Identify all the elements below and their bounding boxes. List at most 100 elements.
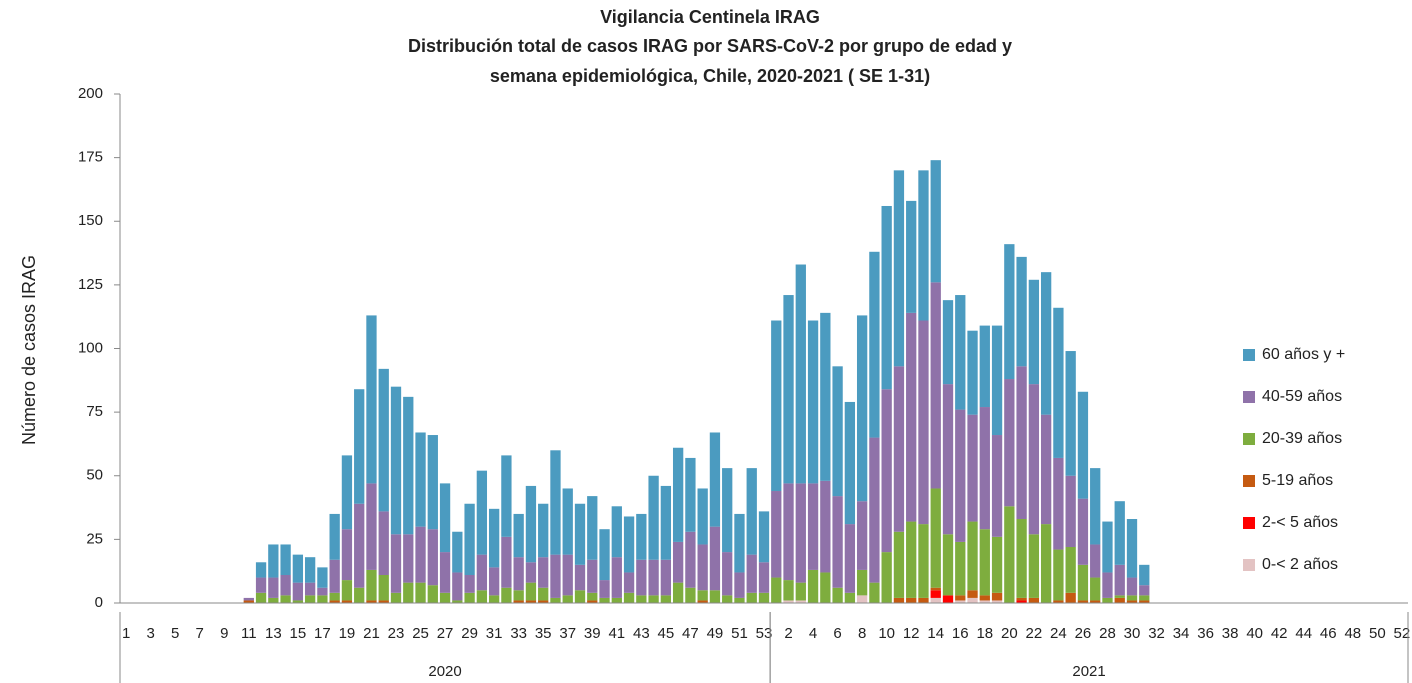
bar-segment bbox=[991, 592, 1003, 601]
bar-segment bbox=[1065, 351, 1076, 476]
bar-segment bbox=[354, 389, 365, 504]
bar-segment bbox=[918, 320, 929, 525]
bar-segment bbox=[820, 572, 831, 603]
bar-segment bbox=[587, 600, 598, 603]
bar-segment bbox=[660, 559, 672, 596]
bar-segment bbox=[1040, 414, 1052, 525]
bar-segment bbox=[1126, 595, 1138, 601]
bar-segment bbox=[758, 592, 770, 603]
x-tick-label: 25 bbox=[412, 625, 429, 642]
y-tick-label: 175 bbox=[78, 149, 103, 166]
legend-label: 40-59 años bbox=[1262, 388, 1342, 405]
bar-segment bbox=[538, 587, 549, 601]
bar-segment bbox=[1053, 600, 1064, 603]
bar-segment bbox=[991, 536, 1003, 593]
bar-segment bbox=[1028, 279, 1040, 385]
bar-segment bbox=[341, 600, 353, 603]
bar-segment bbox=[991, 600, 1003, 603]
bar-segment bbox=[452, 600, 463, 603]
bar-segment bbox=[525, 485, 537, 563]
bar-segment bbox=[930, 282, 941, 489]
bar-segment bbox=[415, 432, 426, 527]
bar-segment bbox=[1090, 544, 1101, 578]
group-label: 2021 bbox=[1072, 663, 1105, 680]
bar-segment bbox=[734, 572, 745, 598]
bar-segment bbox=[783, 580, 794, 601]
bar-segment bbox=[280, 544, 291, 576]
bar-segment bbox=[807, 320, 819, 484]
bar-segment bbox=[820, 312, 831, 481]
bar-segment bbox=[783, 295, 794, 484]
legend-swatch bbox=[1243, 475, 1255, 487]
bar-segment bbox=[942, 595, 954, 603]
bar-segment bbox=[378, 368, 389, 512]
bar-segment bbox=[464, 503, 475, 576]
bar-segment bbox=[501, 455, 512, 537]
bar-segment bbox=[243, 597, 254, 601]
bar-segment bbox=[1114, 501, 1125, 565]
bar-segment bbox=[476, 590, 488, 603]
x-tick-label: 46 bbox=[1320, 625, 1337, 642]
bar-segment bbox=[893, 366, 905, 532]
bar-segment bbox=[1090, 468, 1101, 545]
bar-segment bbox=[611, 557, 622, 598]
bar-segment bbox=[893, 597, 905, 603]
x-tick-label: 41 bbox=[608, 625, 625, 642]
group-label: 2020 bbox=[428, 663, 461, 680]
bar-segment bbox=[427, 435, 438, 530]
bar-segment bbox=[354, 503, 365, 588]
bar-segment bbox=[783, 600, 794, 603]
bar-segment bbox=[967, 590, 978, 598]
bar-segment bbox=[513, 557, 524, 591]
bar-segment bbox=[1126, 519, 1138, 578]
bar-segment bbox=[734, 597, 745, 603]
bar-segment bbox=[685, 531, 696, 588]
y-tick-label: 100 bbox=[78, 339, 103, 356]
bar-segment bbox=[697, 590, 708, 601]
bar-segment bbox=[906, 200, 917, 313]
y-tick-label: 25 bbox=[86, 530, 103, 547]
bar-segment bbox=[378, 511, 389, 576]
legend-swatch bbox=[1243, 517, 1255, 529]
bar-segment bbox=[1016, 256, 1027, 367]
bar-segment bbox=[317, 595, 328, 603]
x-tick-label: 1 bbox=[122, 625, 130, 642]
x-tick-label: 47 bbox=[682, 625, 699, 642]
bar-segment bbox=[390, 592, 402, 603]
bar-segment bbox=[1065, 547, 1076, 593]
bar-segment bbox=[697, 488, 708, 545]
bar-segment bbox=[758, 511, 770, 563]
bar-segment bbox=[513, 590, 524, 601]
x-tick-label: 49 bbox=[707, 625, 724, 642]
bar-segment bbox=[292, 600, 304, 603]
bar-segment bbox=[317, 567, 328, 588]
bar-segment bbox=[403, 396, 414, 535]
bar-segment bbox=[525, 600, 537, 603]
bar-segment bbox=[329, 592, 340, 601]
bar-segment bbox=[832, 587, 843, 603]
bar-segment bbox=[672, 447, 684, 542]
bar-segment bbox=[979, 600, 990, 603]
bar-segment bbox=[1139, 600, 1150, 603]
bar-segment bbox=[1004, 244, 1015, 380]
bar-segment bbox=[648, 595, 659, 603]
x-tick-label: 52 bbox=[1394, 625, 1411, 642]
x-tick-label: 3 bbox=[146, 625, 154, 642]
bar-segment bbox=[427, 529, 438, 586]
legend-label: 0-< 2 años bbox=[1262, 556, 1338, 573]
legend-swatch bbox=[1243, 391, 1255, 403]
bar-segment bbox=[1016, 366, 1027, 520]
bar-segment bbox=[427, 585, 438, 603]
x-tick-label: 39 bbox=[584, 625, 601, 642]
x-tick-label: 26 bbox=[1075, 625, 1092, 642]
x-tick-label: 13 bbox=[265, 625, 282, 642]
bar-segment bbox=[623, 592, 635, 603]
x-tick-label: 19 bbox=[339, 625, 356, 642]
x-tick-label: 42 bbox=[1271, 625, 1288, 642]
bar-segment bbox=[1102, 572, 1113, 598]
bar-segment bbox=[538, 557, 549, 588]
bar-segment bbox=[979, 325, 990, 408]
x-tick-label: 36 bbox=[1197, 625, 1214, 642]
bar-segment bbox=[611, 597, 622, 603]
bar-segment bbox=[366, 315, 377, 484]
